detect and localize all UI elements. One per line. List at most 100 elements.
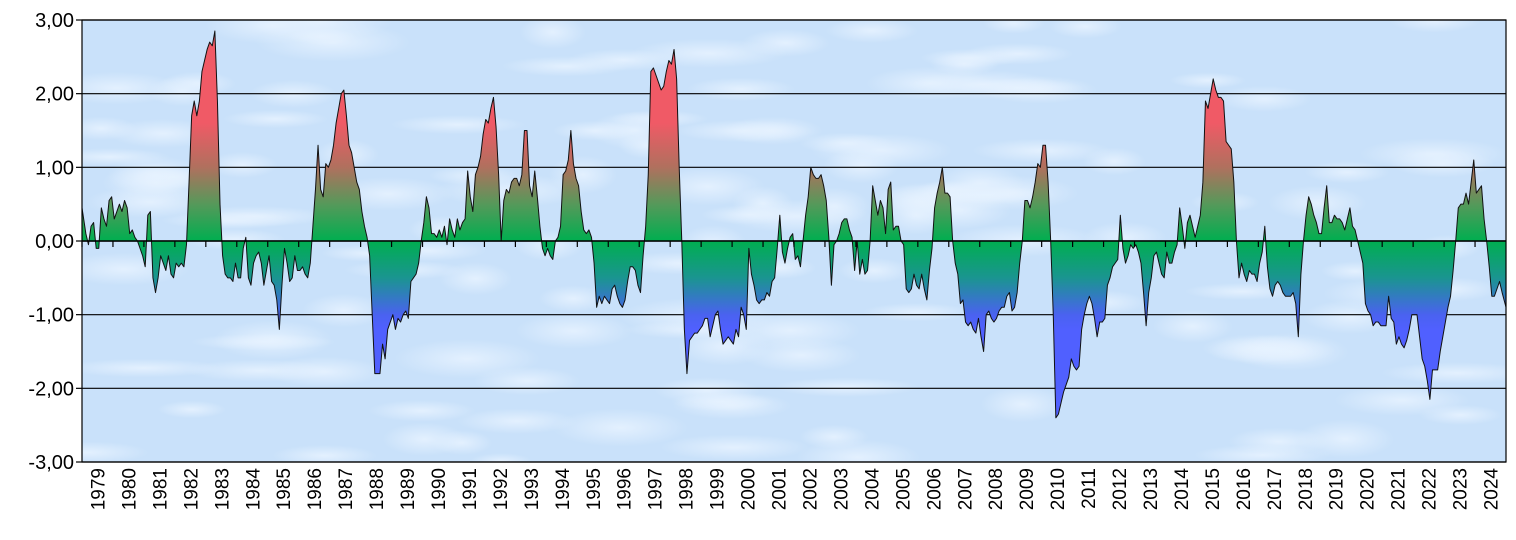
x-tick-label: 2021 — [1389, 468, 1410, 510]
y-tick-label: -1,00 — [28, 305, 74, 327]
cloud-texture — [223, 109, 329, 129]
cloud-texture — [501, 56, 631, 77]
cloud-texture — [686, 77, 796, 101]
cloud-texture — [670, 392, 775, 411]
cloud-texture — [1207, 335, 1336, 366]
cloud-texture — [272, 444, 377, 462]
y-tick-label: -3,00 — [28, 452, 74, 474]
x-tick-label: 2008 — [986, 468, 1007, 510]
cloud-texture — [1217, 85, 1312, 112]
cloud-texture — [473, 366, 580, 396]
x-tick-label: 2009 — [1017, 468, 1038, 510]
x-tick-label: 1980 — [119, 468, 140, 510]
cloud-texture — [82, 358, 224, 378]
x-tick-label: 1985 — [274, 468, 295, 510]
series-area — [82, 31, 1506, 418]
cloud-texture — [1169, 72, 1246, 89]
x-tick-label: 1998 — [677, 468, 698, 510]
x-tick-label: 2007 — [955, 468, 976, 510]
x-tick-label: 1996 — [615, 468, 636, 510]
x-tick-label: 1989 — [398, 468, 419, 510]
cloud-texture — [470, 453, 533, 462]
cloud-texture — [701, 205, 800, 225]
cloud-texture — [538, 285, 608, 313]
cloud-texture — [1268, 185, 1367, 221]
cloud-texture — [1381, 362, 1506, 384]
cloud-texture — [1419, 404, 1503, 426]
x-tick-label: 2011 — [1079, 468, 1100, 509]
x-tick-label: 2024 — [1482, 468, 1503, 511]
x-tick-label: 2020 — [1358, 468, 1379, 510]
x-tick-label: 2000 — [739, 468, 760, 510]
axes — [76, 19, 1507, 463]
x-tick-label: 1979 — [89, 468, 110, 510]
cloud-texture — [838, 257, 911, 284]
cloud-texture — [82, 441, 149, 462]
cloud-texture — [1359, 138, 1506, 171]
cloud-texture — [368, 399, 476, 422]
y-tick-label: -2,00 — [28, 378, 74, 400]
y-tick-label: 0,00 — [35, 231, 74, 253]
cloud-texture — [1304, 161, 1390, 184]
cloud-texture — [774, 377, 920, 397]
cloud-texture — [742, 338, 861, 373]
x-tick-label: 1994 — [553, 468, 574, 511]
cloud-texture — [302, 293, 386, 328]
x-axis-labels: 1979 1980 1981 1982 1983 1984 1985 1986 1987 1988… — [89, 468, 1503, 511]
cloud-texture — [519, 20, 586, 50]
x-tick-label: 1982 — [181, 468, 202, 510]
x-tick-label: 2019 — [1327, 468, 1348, 510]
cloud-texture — [1389, 20, 1481, 33]
y-tick-label: 3,00 — [35, 10, 74, 32]
x-tick-label: 1990 — [429, 468, 450, 510]
cloud-texture — [907, 70, 1059, 100]
cloud-texture — [213, 320, 333, 360]
x-tick-label: 1988 — [367, 468, 388, 510]
x-tick-label: 1999 — [708, 468, 729, 510]
cloud-texture — [799, 424, 869, 450]
x-tick-label: 2014 — [1172, 468, 1193, 511]
x-tick-label: 2006 — [924, 468, 945, 510]
cloud-texture — [825, 20, 918, 43]
cloud-texture — [1228, 427, 1329, 456]
cloud-texture — [862, 303, 972, 322]
x-tick-label: 2015 — [1203, 468, 1224, 510]
x-tick-label: 1987 — [336, 468, 357, 510]
x-tick-label: 2005 — [893, 468, 914, 510]
cloud-texture — [674, 120, 814, 143]
x-tick-label: 1995 — [584, 468, 605, 510]
cloud-texture — [515, 313, 632, 349]
x-tick-label: 2010 — [1048, 468, 1069, 510]
cloud-texture — [265, 356, 383, 387]
x-tick-label: 2012 — [1110, 468, 1131, 510]
x-tick-label: 2016 — [1234, 468, 1255, 510]
cloud-texture — [660, 434, 810, 461]
x-tick-label: 1983 — [212, 468, 233, 510]
cloud-texture — [205, 20, 340, 45]
cloud-texture — [382, 422, 467, 457]
x-tick-label: 2013 — [1141, 468, 1162, 510]
cloud-texture — [983, 20, 1045, 34]
cloud-texture — [980, 386, 1064, 423]
x-tick-label: 2017 — [1265, 468, 1286, 510]
x-tick-label: 2004 — [862, 468, 883, 511]
cloud-texture — [107, 155, 202, 196]
x-tick-label: 1981 — [150, 468, 171, 510]
y-axis-labels: 3,00 2,00 1,00 0,00 -1,00 -2,00 -3,00 — [28, 10, 74, 474]
y-tick-label: 1,00 — [35, 157, 74, 179]
cloud-texture — [1048, 20, 1122, 39]
x-tick-label: 2022 — [1420, 468, 1441, 510]
x-tick-label: 1991 — [460, 468, 481, 510]
x-tick-label: 2018 — [1296, 468, 1317, 510]
cloud-texture — [552, 120, 638, 141]
cloud-texture — [82, 148, 171, 166]
x-tick-label: 1986 — [305, 468, 326, 510]
x-tick-label: 1997 — [646, 468, 667, 510]
x-tick-label: 1984 — [243, 468, 264, 511]
cloud-texture — [456, 408, 577, 434]
x-tick-label: 1993 — [522, 468, 543, 510]
cloud-texture — [207, 152, 278, 178]
x-tick-label: 2023 — [1451, 468, 1472, 510]
x-tick-label: 2002 — [801, 468, 822, 510]
